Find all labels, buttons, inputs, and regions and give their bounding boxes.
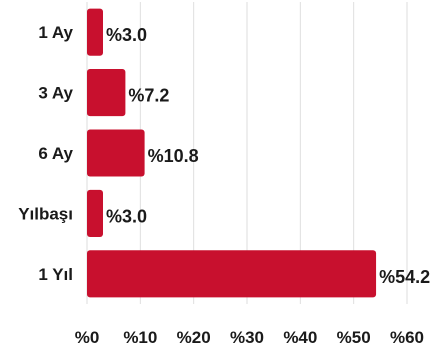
- x-tick-label: %40: [283, 328, 317, 347]
- value-label: %54.2: [379, 267, 430, 287]
- value-label: %7.2: [128, 86, 169, 106]
- grid-lines: [86, 2, 408, 304]
- bar: [87, 69, 126, 117]
- x-tick-label: %10: [123, 328, 157, 347]
- category-label: 1 Ay: [38, 23, 73, 42]
- x-tick-label: %0: [75, 328, 100, 347]
- value-labels: %3.0 %7.2 %10.8 %3.0 %54.2: [106, 25, 430, 287]
- x-tick-label: %20: [177, 328, 211, 347]
- value-label: %3.0: [106, 206, 147, 226]
- bar: [87, 8, 103, 56]
- bars: [87, 8, 377, 298]
- category-label: 6 Ay: [38, 144, 73, 163]
- x-tick-label: %50: [337, 328, 371, 347]
- x-axis-tick-labels: %0 %10 %20 %30 %40 %50 %60: [75, 328, 424, 347]
- value-label: %3.0: [106, 25, 147, 45]
- bar: [87, 129, 145, 177]
- bar: [87, 250, 377, 298]
- category-label: 1 Yıl: [38, 265, 73, 284]
- x-tick-label: %60: [390, 328, 424, 347]
- x-tick-label: %30: [230, 328, 264, 347]
- value-label: %10.8: [148, 146, 199, 166]
- category-label: Yılbaşı: [18, 204, 73, 223]
- category-label: 3 Ay: [38, 84, 73, 103]
- bar: [87, 189, 103, 237]
- category-labels: 1 Ay 3 Ay 6 Ay Yılbaşı 1 Yıl: [18, 23, 73, 284]
